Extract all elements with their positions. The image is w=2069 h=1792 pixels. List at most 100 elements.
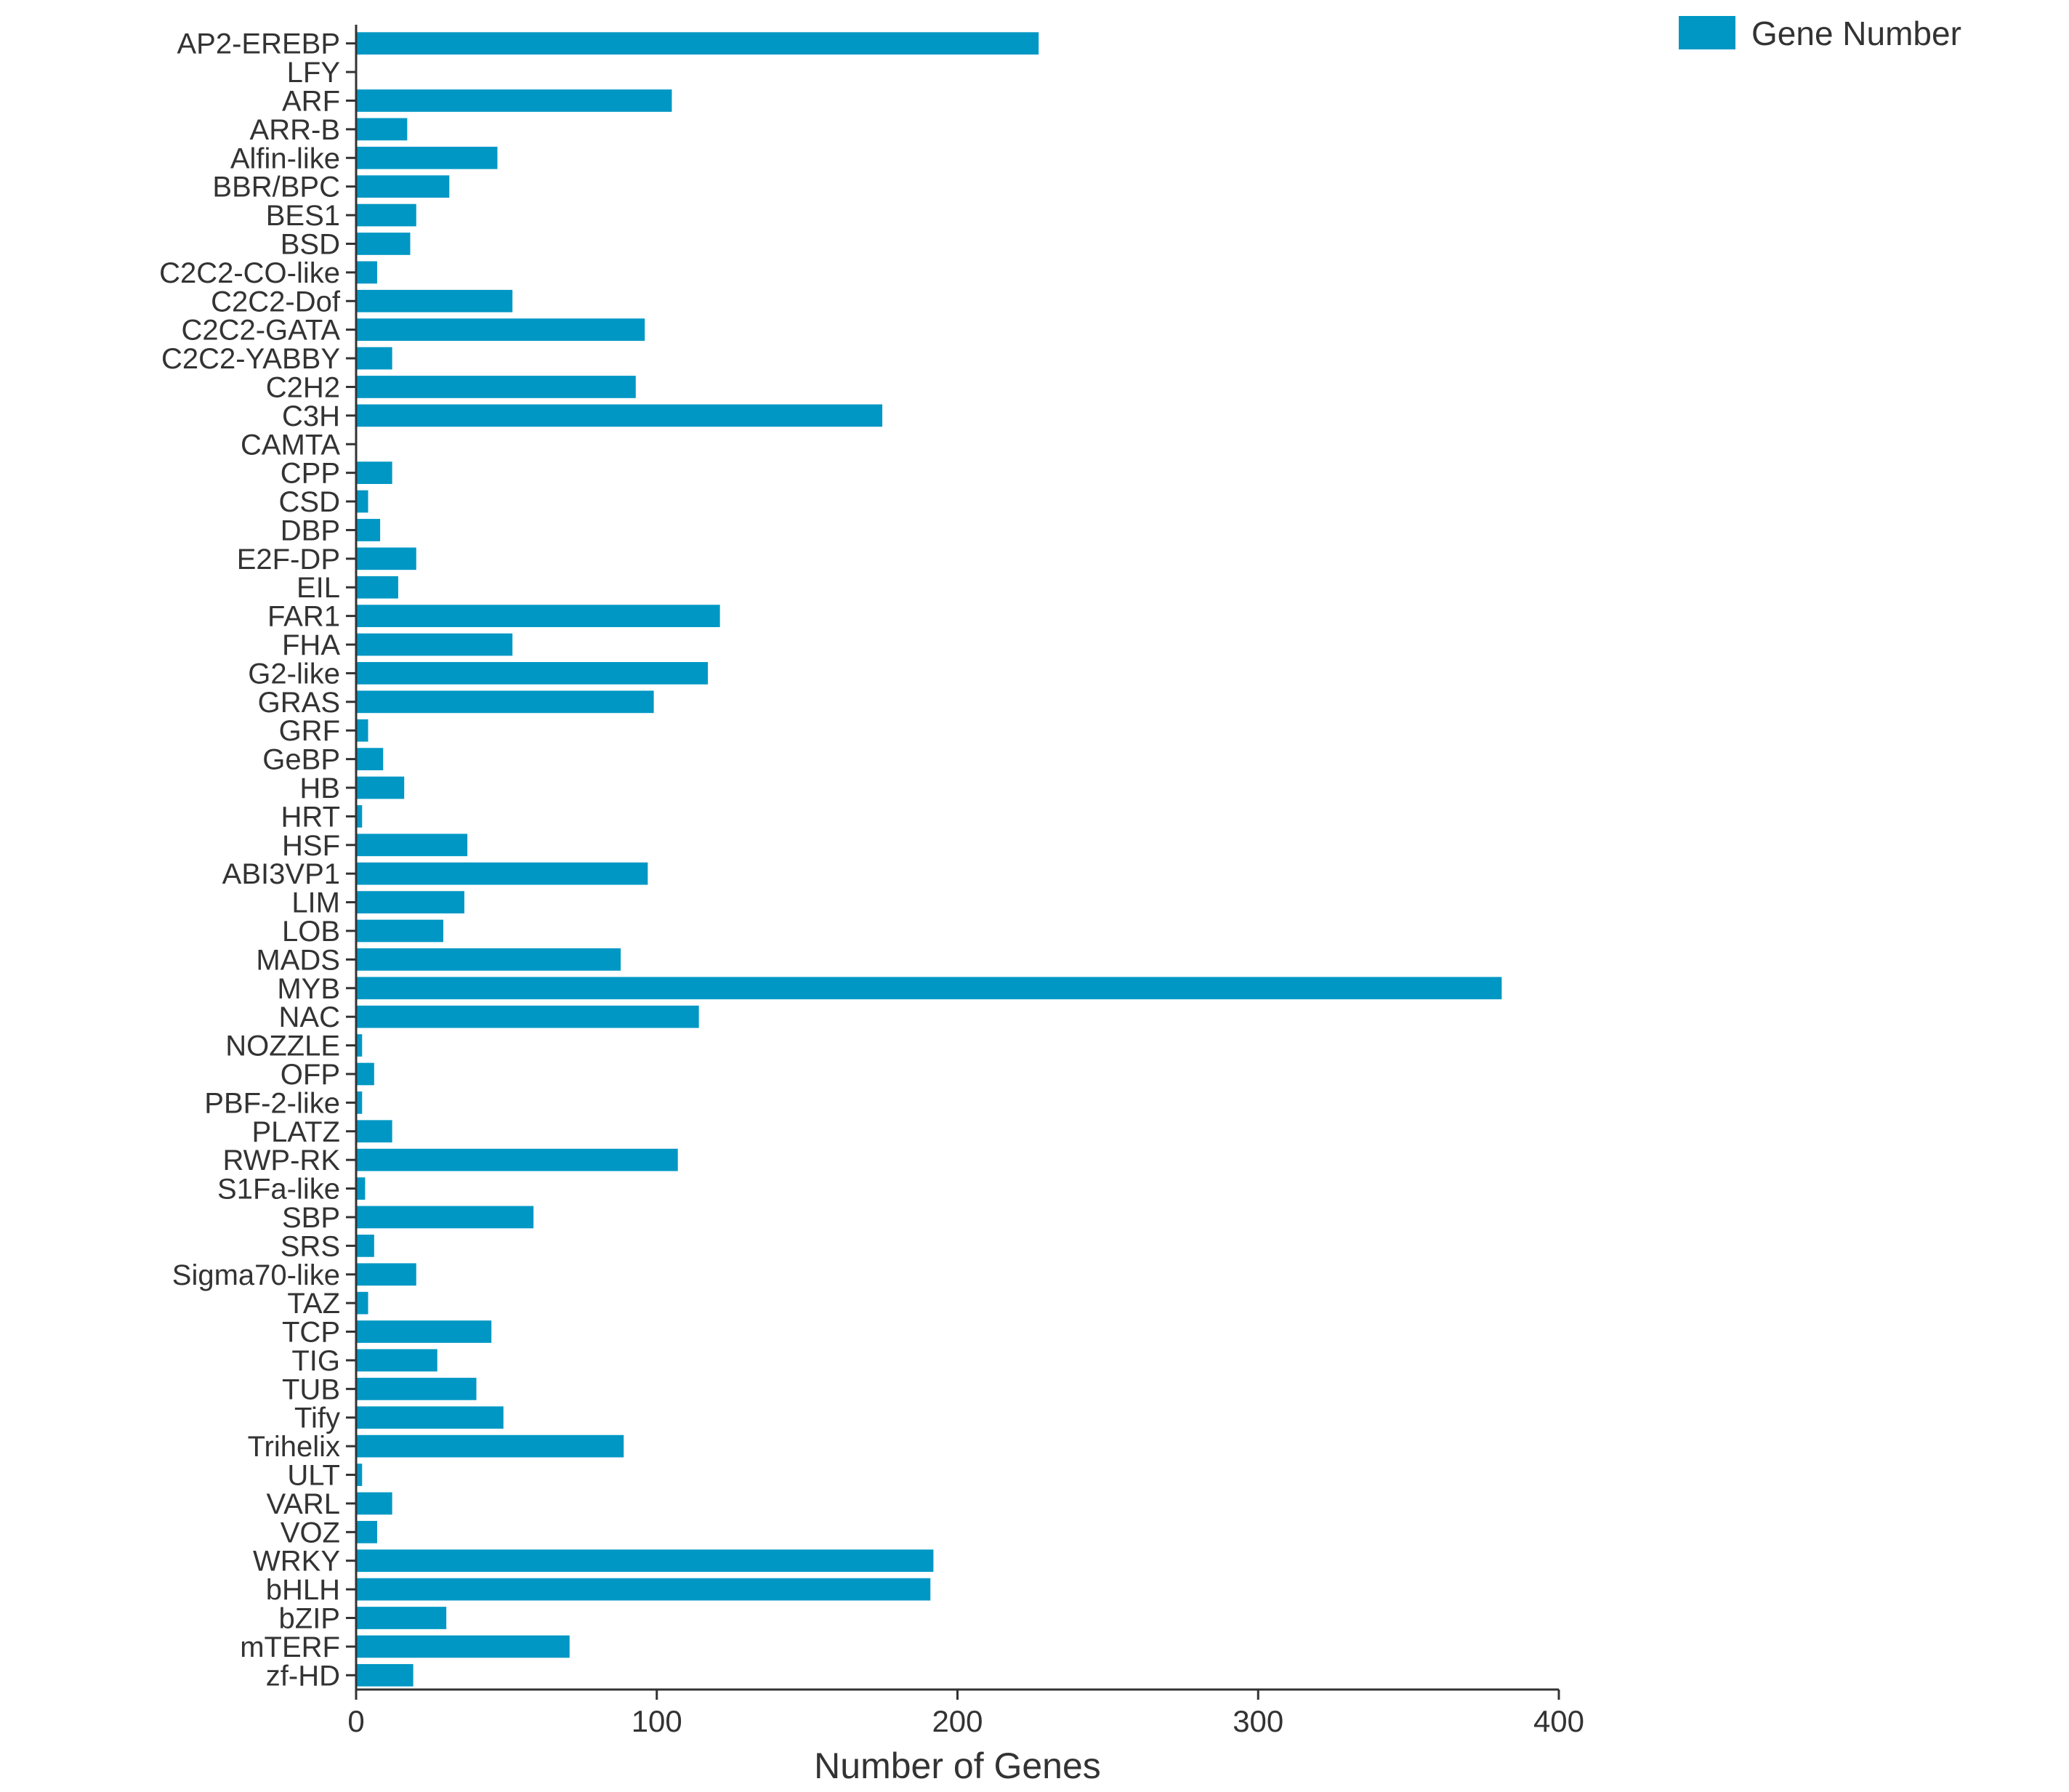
bar-bes1 [356,203,416,227]
bar-c2h2 [356,376,636,398]
bar-alfin-like [356,146,498,169]
y-tick-label: WRKY [253,1546,340,1578]
bar-trihelix [356,1434,624,1458]
x-tick-label: 0 [347,1704,364,1738]
y-tick-label: VOZ [281,1517,340,1549]
bar-nozzle [356,1034,363,1057]
bar-hrt [356,805,363,828]
bar-wrky [356,1549,934,1573]
bar-rwp-rk [356,1148,678,1171]
y-tick-label: mTERF [240,1631,340,1663]
y-tick-label: BSD [281,228,340,260]
bar-grf [356,719,368,742]
y-tick-label: GRAS [258,687,340,719]
bar-taz [356,1291,368,1315]
bar-tig [356,1349,437,1372]
bar-arf [356,89,672,112]
bar-arr-b [356,118,408,141]
bar-c3h [356,404,883,427]
bar-gebp [356,748,384,770]
bar-nac [356,1005,699,1028]
y-tick-label: BBR/BPC [212,171,340,203]
y-tick-label: Tify [294,1402,340,1434]
y-tick-label: HRT [281,801,340,833]
y-tick-label: PLATZ [251,1116,340,1148]
bar-varl [356,1492,392,1515]
bar-ult [356,1464,363,1486]
y-tick-label: TUB [282,1373,340,1405]
bar-tify [356,1406,504,1429]
y-tick-label: LOB [282,916,340,948]
y-tick-label: SRS [281,1230,340,1262]
bar-lim [356,891,464,913]
bar-dbp [356,519,381,541]
y-tick-label: C2C2-CO-like [159,257,340,289]
y-tick-label: HSF [282,830,340,862]
y-tick-label: ABI3VP1 [222,858,340,890]
bar-gras [356,690,654,714]
x-tick-label: 200 [932,1704,983,1738]
legend-swatch [1679,16,1735,49]
bar-eil [356,576,398,599]
y-tick-label: bZIP [279,1603,340,1635]
y-tick-label: NOZZLE [225,1030,340,1062]
x-axis: 0 100 200 300 400 [347,1688,1584,1738]
y-tick-label: OFP [281,1059,340,1091]
y-tick-label: Sigma70-like [172,1259,340,1291]
y-tick-label: TAZ [287,1288,340,1320]
bar-mads [356,948,621,971]
y-tick-label: zf-HD [266,1660,340,1692]
y-tick-label: C3H [282,400,340,432]
bar-bsd [356,233,411,255]
bar-ofp [356,1062,374,1086]
y-tick-label: C2H2 [266,371,340,403]
x-tick-label: 100 [632,1704,682,1738]
bar-hb [356,776,405,799]
y-axis: AP2-EREBPLFYARFARR-BAlfin-likeBBR/BPCBES… [159,25,358,1692]
bar-hsf [356,834,468,857]
bar-zf-hd [356,1663,414,1687]
y-tick-label: HB [299,772,340,804]
bar-tcp [356,1320,492,1343]
y-tick-label: VARL [266,1488,340,1520]
y-tick-label: EIL [297,572,340,604]
y-tick-label: RWP-RK [223,1145,341,1176]
y-tick-label: S1Fa-like [217,1174,340,1206]
bar-ap2-erebp [356,32,1039,55]
bar-far1 [356,605,720,627]
y-tick-label: ULT [287,1460,340,1492]
y-tick-label: Trihelix [248,1431,340,1463]
y-tick-label: LIM [291,887,340,919]
bar-bzip [356,1607,447,1629]
y-tick-label: C2C2-Dof [211,286,341,318]
y-tick-label: GRF [279,715,340,747]
y-tick-label: MADS [256,944,340,976]
bar-c2c2-yabby [356,347,392,370]
bar-mterf [356,1635,570,1658]
y-tick-label: Alfin-like [230,142,340,174]
y-tick-label: GeBP [262,744,340,776]
bar-abi3vp1 [356,862,648,885]
bar-platz [356,1120,392,1143]
y-tick-label: CPP [281,458,340,490]
bar-voz [356,1520,377,1543]
bars-layer [356,32,1502,1687]
y-tick-label: ARF [282,85,340,117]
y-tick-label: CAMTA [241,429,340,461]
y-tick-label: TIG [291,1345,340,1377]
x-axis-title: Number of Genes [814,1745,1101,1786]
bar-g2-like [356,662,709,685]
bar-tub [356,1377,477,1400]
bar-pbf-2-like [356,1091,363,1114]
bar-c2c2-co-like [356,261,377,284]
y-tick-label: AP2-EREBP [177,28,340,60]
y-tick-label: bHLH [266,1574,340,1606]
y-tick-label: NAC [279,1001,340,1033]
bar-c2c2-dof [356,289,513,312]
bar-bhlh [356,1578,931,1601]
y-tick-label: TCP [282,1317,340,1349]
y-tick-label: G2-like [248,658,340,690]
y-tick-label: E2F-DP [237,544,340,576]
